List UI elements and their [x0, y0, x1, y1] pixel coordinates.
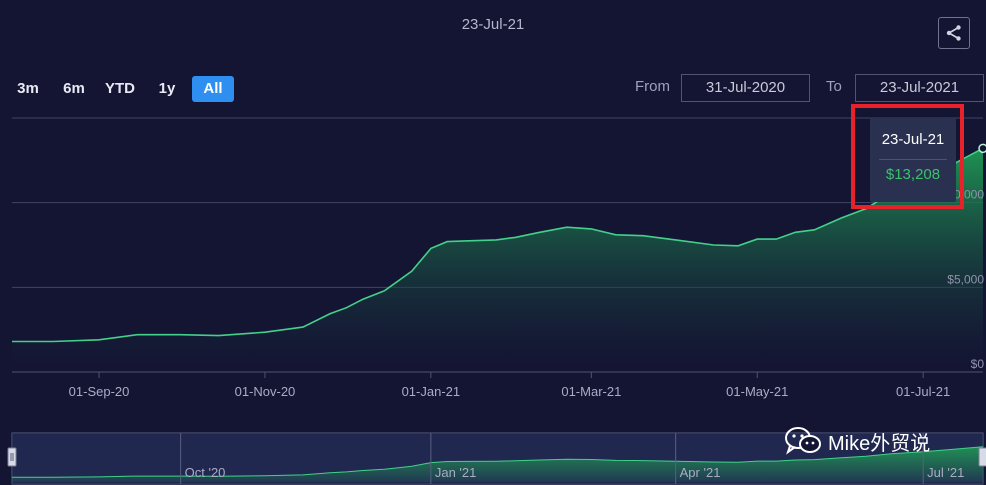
navigator-left-handle[interactable]: [7, 447, 17, 467]
data-point[interactable]: [178, 332, 184, 338]
x-tick-label: 01-Nov-20: [235, 384, 296, 399]
data-point[interactable]: [300, 324, 306, 330]
data-point[interactable]: [327, 311, 333, 317]
wechat-icon: [785, 427, 821, 455]
data-point[interactable]: [564, 224, 570, 230]
data-point[interactable]: [216, 333, 222, 339]
hover-point: [978, 143, 986, 154]
series-line: [12, 147, 984, 343]
navigator-line: [12, 446, 984, 478]
share-button[interactable]: [938, 17, 970, 49]
range-button-all[interactable]: All: [192, 76, 234, 102]
navigator[interactable]: Oct '20 Jan '21 Apr '21 Jul '21: [7, 432, 986, 485]
data-point[interactable]: [980, 145, 986, 151]
to-label: To: [826, 78, 842, 95]
data-point[interactable]: [50, 339, 56, 345]
x-tick-label: 01-Jul-21: [896, 384, 950, 399]
navigator-label: Jul '21: [927, 465, 964, 480]
data-point[interactable]: [9, 339, 15, 345]
data-point[interactable]: [640, 233, 646, 239]
data-point[interactable]: [839, 215, 845, 221]
from-date-input[interactable]: 31-Jul-2020: [681, 74, 810, 102]
navigator-right-handle[interactable]: [978, 447, 986, 467]
y-tick-label: $0: [971, 357, 985, 371]
tooltip-value: $13,208: [885, 166, 941, 183]
navigator-label: Jan '21: [435, 465, 477, 480]
watermark: Mike外贸说: [784, 425, 930, 457]
navigator-area: [12, 446, 983, 482]
data-point[interactable]: [537, 229, 543, 235]
tooltip: 23-Jul-21 $13,208: [870, 118, 956, 202]
navigator-label: Apr '21: [680, 465, 721, 480]
x-tick-label: 01-Sep-20: [69, 384, 130, 399]
highlight-box: [851, 104, 964, 209]
share-icon: [946, 25, 961, 41]
tooltip-date: 23-Jul-21: [881, 131, 945, 148]
chart-title-date: 23-Jul-21: [461, 16, 525, 33]
data-point[interactable]: [382, 288, 388, 294]
range-button-ytd[interactable]: YTD: [105, 80, 135, 97]
x-tick-label: 01-May-21: [726, 384, 788, 399]
data-point[interactable]: [811, 227, 817, 233]
data-point[interactable]: [409, 268, 415, 274]
data-point[interactable]: [360, 296, 366, 302]
from-label: From: [635, 78, 670, 95]
y-tick-label: $5,000: [947, 272, 984, 286]
data-point[interactable]: [773, 236, 779, 242]
data-point[interactable]: [428, 245, 434, 251]
navigator-label: Oct '20: [185, 465, 226, 480]
data-point[interactable]: [735, 243, 741, 249]
range-button-6m[interactable]: 6m: [63, 80, 85, 97]
data-point[interactable]: [754, 236, 760, 242]
data-point[interactable]: [134, 332, 140, 338]
data-point[interactable]: [344, 305, 350, 311]
range-button-3m[interactable]: 3m: [17, 80, 39, 97]
data-point[interactable]: [711, 242, 717, 248]
data-point[interactable]: [673, 237, 679, 243]
data-point[interactable]: [512, 234, 518, 240]
to-date-input[interactable]: 23-Jul-2021: [855, 74, 984, 102]
data-point[interactable]: [96, 337, 102, 343]
watermark-text: Mike外贸说: [828, 432, 931, 455]
tooltip-divider: [879, 159, 947, 160]
x-tick-label: 01-Jan-21: [402, 384, 461, 399]
data-point[interactable]: [493, 237, 499, 243]
data-point[interactable]: [262, 329, 268, 335]
data-point[interactable]: [613, 232, 619, 238]
data-point[interactable]: [466, 238, 472, 244]
x-tick-label: 01-Mar-21: [561, 384, 621, 399]
series-area: [12, 148, 983, 372]
data-point[interactable]: [444, 239, 450, 245]
range-button-1y[interactable]: 1y: [158, 80, 176, 97]
data-point[interactable]: [588, 226, 594, 232]
data-point[interactable]: [792, 229, 798, 235]
